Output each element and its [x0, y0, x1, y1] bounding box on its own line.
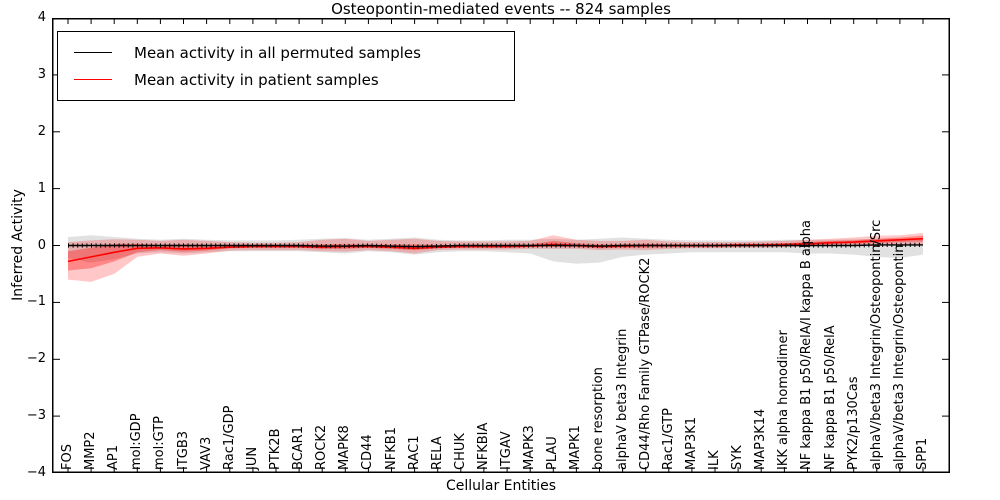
legend-entry-patient: Mean activity in patient samples	[74, 66, 504, 93]
y-tick-label: −3	[26, 408, 46, 424]
x-tick-label: PTK2B	[267, 428, 283, 471]
x-tick-label: NFKB1	[383, 427, 399, 470]
x-tick-label: bone resorption	[591, 367, 607, 470]
x-tick-label: alphaV beta3 Integrin	[614, 328, 630, 470]
x-tick-label: NF kappa B1 p50/RelA/I kappa B alpha	[799, 220, 815, 470]
x-tick-label: VAV3	[198, 436, 214, 470]
x-tick-label: mol:GTP	[152, 416, 168, 470]
permuted-mean-line	[68, 244, 923, 248]
legend-label: Mean activity in all permuted samples	[134, 43, 421, 62]
permuted-band	[68, 235, 923, 264]
y-tick-label: 2	[37, 123, 46, 139]
x-tick-label: CD44/Rho Family GTPase/ROCK2	[637, 257, 653, 470]
x-tick-label: JUN	[244, 446, 260, 470]
chart-title: Osteopontin-mediated events -- 824 sampl…	[331, 0, 671, 18]
x-tick-label: CHUK	[452, 433, 468, 470]
legend: Mean activity in all permuted samples Me…	[57, 31, 515, 101]
x-tick-label: AP1	[106, 444, 122, 470]
x-tick-label: ROCK2	[314, 424, 330, 470]
x-tick-label: RAC1	[406, 435, 422, 470]
x-tick-label: MMP2	[83, 431, 99, 470]
y-tick-label: 4	[37, 10, 46, 25]
legend-entry-permuted: Mean activity in all permuted samples	[74, 39, 504, 66]
y-tick-label: −1	[26, 294, 46, 310]
x-tick-label: SYK	[730, 445, 746, 470]
chart-canvas	[52, 18, 950, 473]
x-tick-label: MAPK8	[337, 425, 353, 470]
x-tick-label: BCAR1	[291, 426, 307, 470]
x-tick-label: RELA	[429, 436, 445, 470]
x-tick-label: MAP3K1	[683, 416, 699, 470]
x-tick-label: ITGAV	[499, 431, 515, 470]
x-tick-label: Rac1/GDP	[221, 405, 237, 470]
x-tick-label: PYK2/p130Cas	[845, 376, 861, 470]
x-tick-label: alphaV/beta3 Integrin/Osteopontin	[891, 244, 907, 470]
permuted-line-swatch	[74, 52, 112, 53]
x-axis-label: Cellular Entities	[445, 478, 557, 494]
x-tick-label: NFKBIA	[475, 422, 491, 470]
plot-area: Mean activity in all permuted samples Me…	[52, 18, 950, 473]
x-tick-label: MAPK3	[522, 425, 538, 470]
y-tick-label: −2	[26, 351, 46, 367]
y-tick-label: 1	[37, 180, 46, 196]
legend-label: Mean activity in patient samples	[134, 70, 379, 89]
x-tick-label: MAP3K14	[753, 408, 769, 470]
patient-line-swatch	[74, 79, 112, 80]
patient-band-inner	[68, 235, 923, 271]
plot-border	[52, 18, 950, 473]
x-tick-label: SPP1	[915, 437, 930, 470]
x-tick-label: PLAU	[545, 436, 561, 470]
y-tick-label: 3	[37, 66, 46, 82]
patient-mean-line	[67, 237, 924, 263]
y-tick-label: 0	[37, 237, 46, 253]
x-tick-label: ILK	[707, 450, 723, 470]
x-tick-label: NF kappa B1 p50/RelA	[822, 325, 838, 470]
x-tick-label: ITGB3	[175, 430, 191, 470]
x-tick-label: IKK alpha homodimer	[776, 330, 792, 470]
x-tick-label: Rac1/GTP	[660, 408, 676, 470]
x-tick-label: FOS	[60, 444, 75, 470]
y-tick-label: −4	[26, 465, 46, 480]
x-tick-label: MAPK1	[568, 425, 584, 470]
x-tick-label: CD44	[360, 434, 376, 470]
x-tick-label: alphaV/beta3 Integrin/Osteopontin/Src	[868, 219, 884, 470]
x-tick-label: mol:GDP	[129, 413, 145, 470]
